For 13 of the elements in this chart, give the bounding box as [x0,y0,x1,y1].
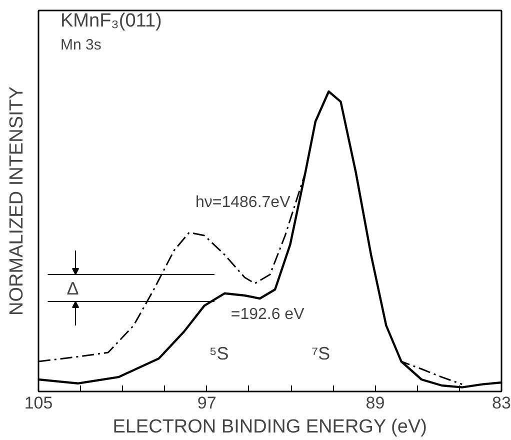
x-tick-label: 105 [24,394,53,412]
series-label: =192.6 eV [230,306,305,323]
annotation: Δ [66,278,79,299]
annotation: ⁷S [312,343,330,364]
x-tick-label: 89 [366,394,385,412]
x-axis-title: ELECTRON BINDING ENERGY (eV) [112,416,427,438]
x-tick-label: 83 [492,394,511,412]
y-axis-title: NORMALIZED INTENSITY [6,86,28,316]
annotation: ⁵S [209,343,229,364]
series-label: hν=1486.7eV [196,194,291,211]
chart-title: KMnF₃(011) [60,10,162,32]
x-tick-label: 97 [197,394,216,412]
chart-subtitle: Mn 3s [60,36,102,54]
